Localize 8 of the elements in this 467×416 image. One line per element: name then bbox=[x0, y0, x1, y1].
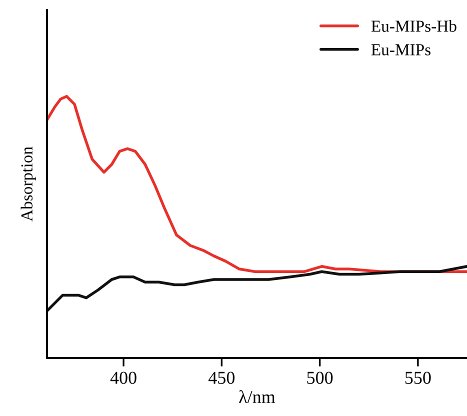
legend-label: Eu-MIPs bbox=[371, 44, 430, 56]
x-tick-label: 550 bbox=[405, 372, 431, 384]
x-axis-title: λ/nm bbox=[239, 390, 276, 404]
x-tick-label: 500 bbox=[307, 372, 333, 384]
x-tick-label: 400 bbox=[110, 372, 136, 384]
y-axis-title: Absorption bbox=[20, 146, 36, 222]
legend-label: Eu-MIPs-Hb bbox=[371, 20, 456, 32]
x-tick-label: 450 bbox=[208, 372, 235, 384]
